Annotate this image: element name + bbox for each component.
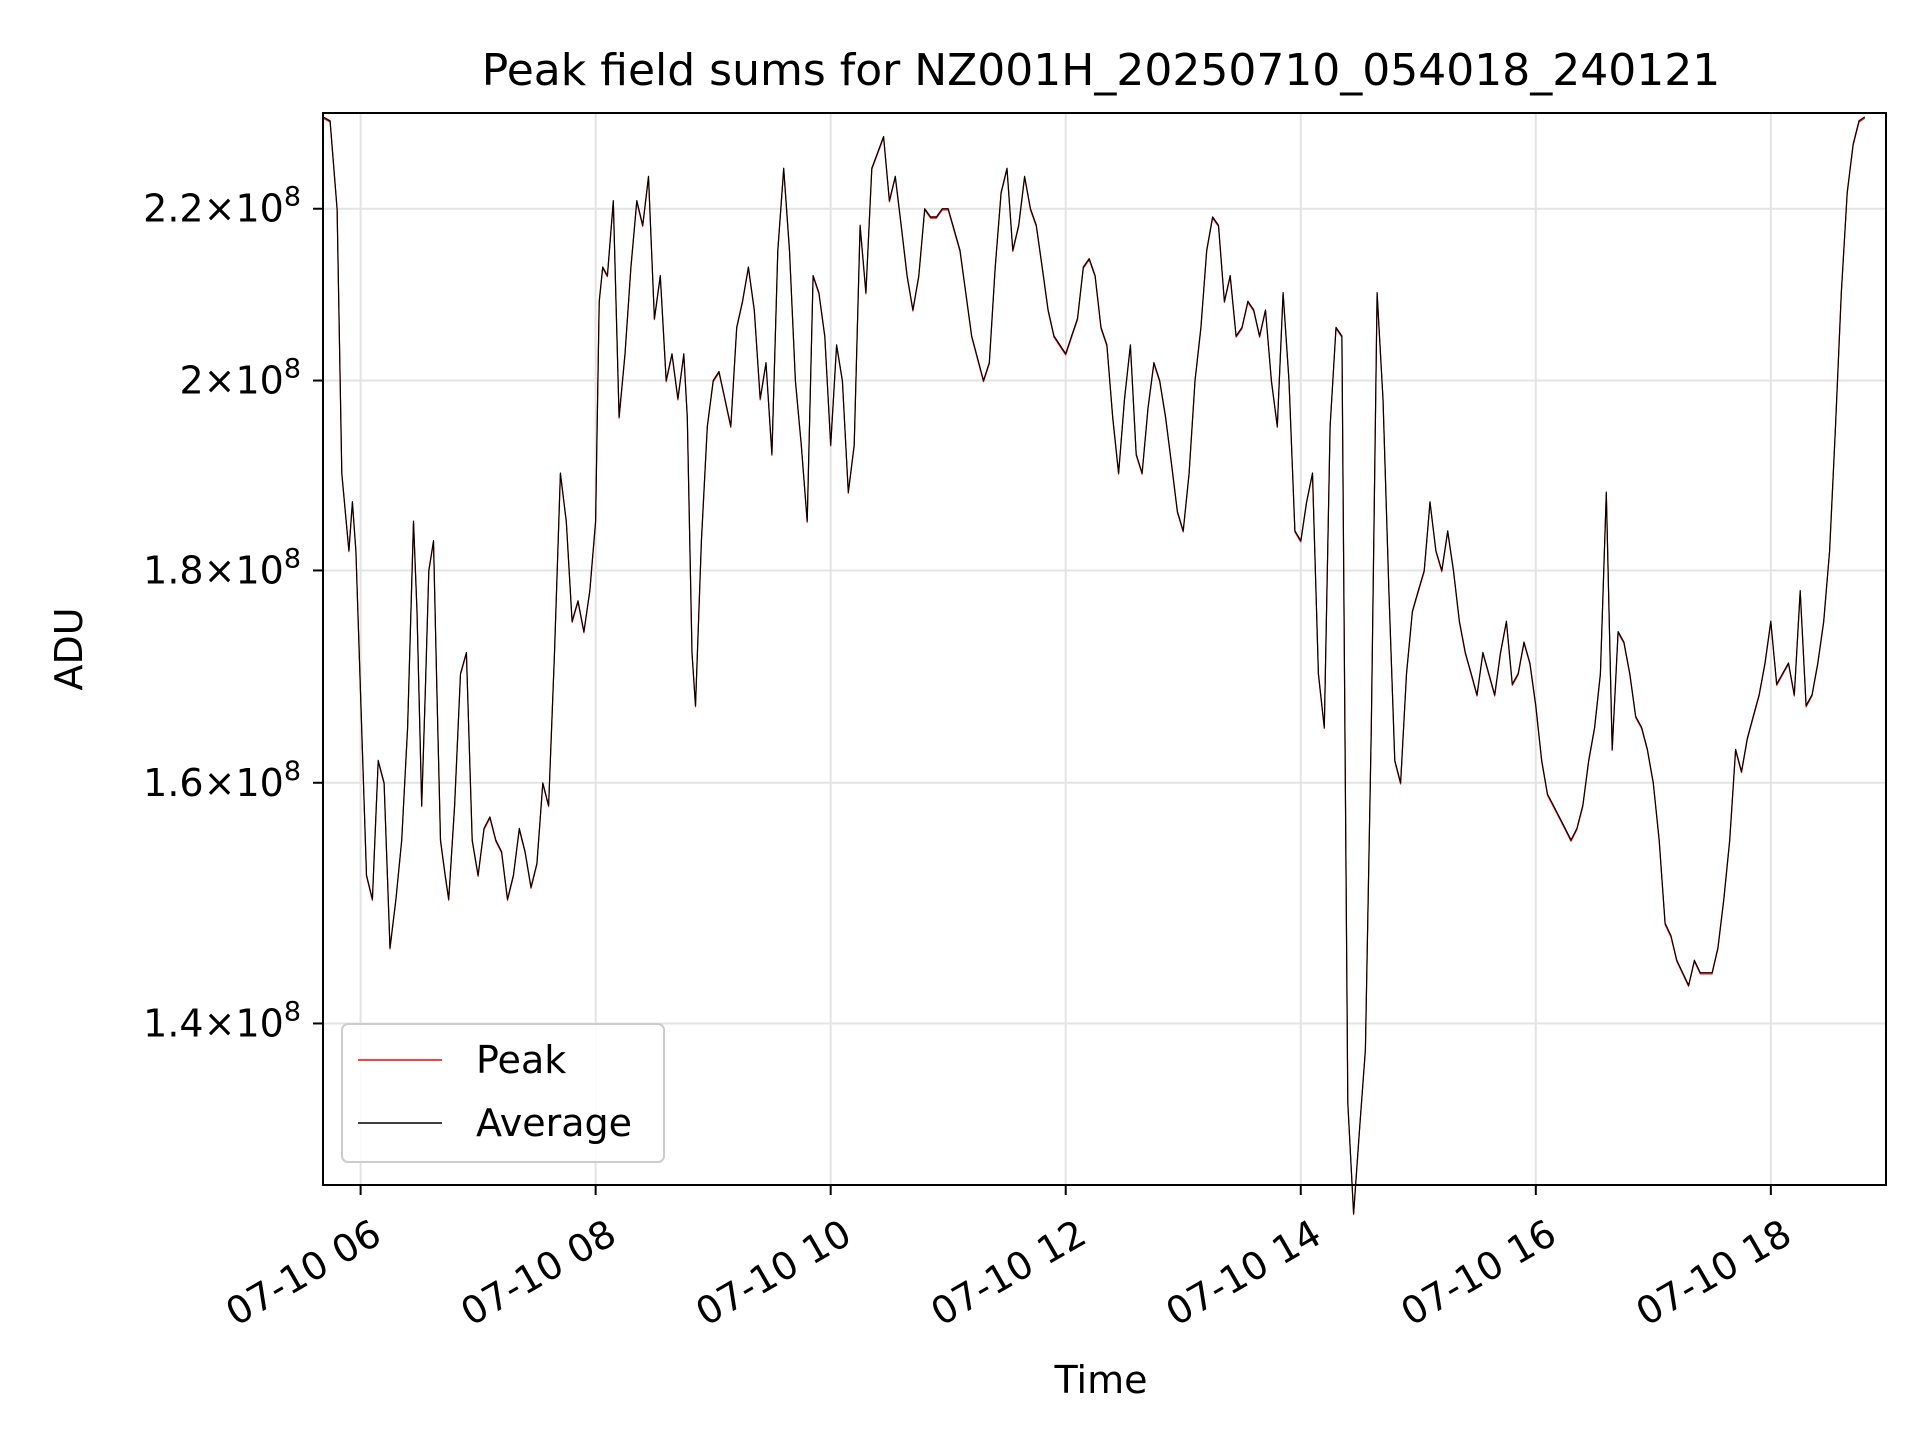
series-layer [322,116,1866,1216]
legend-label-peak: Peak [476,1038,566,1082]
legend-box [341,1023,665,1163]
y-tick-label: 1.8×108 [143,543,301,592]
series-line-average [322,116,1866,1214]
y-axis-label: ADU [47,607,91,690]
legend: Peak Average [341,1023,665,1163]
y-axis: 1.4×108 1.6×108 1.8×108 2×108 2.2×108 [143,182,323,1045]
plot-frame [322,112,1887,1186]
grid [323,113,1886,1185]
x-axis-label: Time [1054,1358,1148,1402]
y-tick-label: 1.4×108 [143,996,301,1045]
y-tick-label: 1.6×108 [143,756,301,805]
y-tick-label: 2×108 [179,354,301,403]
chart-title: Peak field sums for NZ001H_20250710_0540… [482,45,1720,96]
legend-label-average: Average [476,1101,632,1145]
y-tick-label: 2.2×108 [143,182,301,231]
